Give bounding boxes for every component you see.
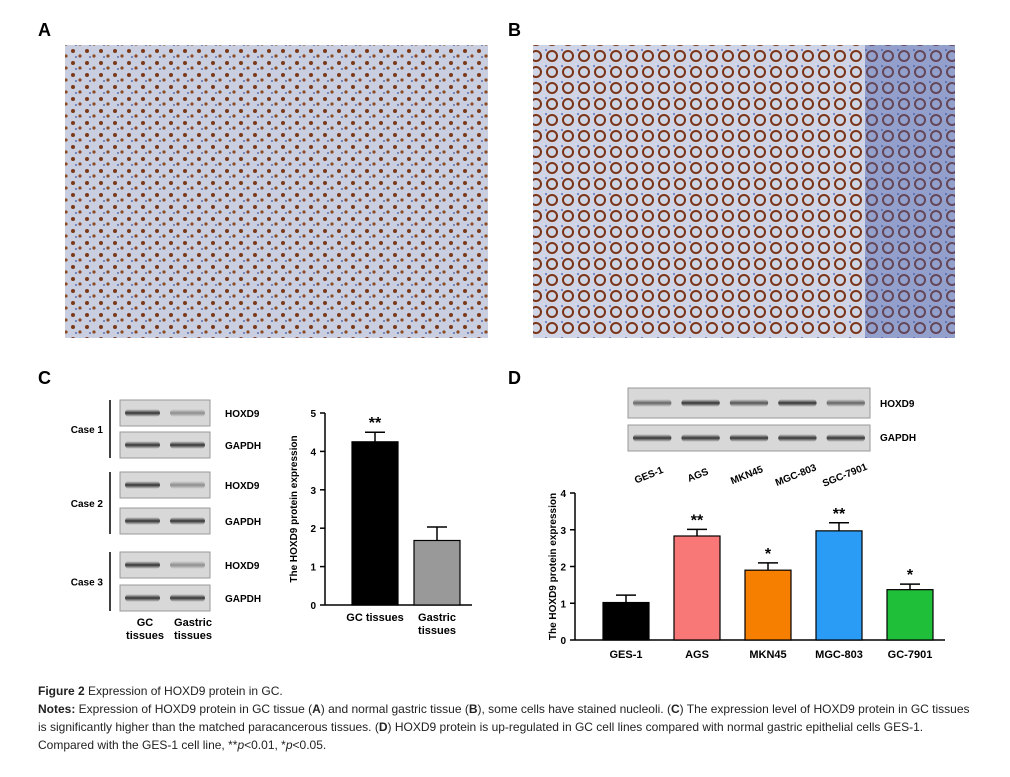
band-label: GAPDH [225,441,261,452]
lane-label: GES-1 [633,465,665,487]
blot-band [170,594,205,602]
band-label: HOXD9 [880,399,915,410]
significance: * [907,567,914,584]
blot-band [633,399,672,407]
y-tick-label: 3 [560,526,566,537]
lane-label: MGC-803 [774,462,819,489]
note: C [670,702,680,716]
note: <0.01, * [244,738,286,752]
x-tick-label: Gastric tissues [418,612,456,637]
note: ), some cells have stained nucleoli. ( [477,702,671,716]
bar [602,601,650,641]
y-tick-label: 4 [560,489,566,500]
bar [815,530,863,641]
significance: ** [691,512,704,529]
note: A [312,702,321,716]
lane-label: AGS [686,466,711,484]
blot-band [778,399,817,407]
case-label: Case 2 [71,499,104,510]
band-label: HOXD9 [225,481,260,492]
x-tick-label: GC tissues [346,612,404,624]
y-tick-label: 1 [310,563,316,574]
y-tick-label: 2 [560,563,566,574]
blot-band [125,441,160,449]
note: Notes: [38,702,76,716]
blot-band [170,409,205,417]
lane-label: SGC-7901 [821,462,869,490]
case-label: Case 3 [71,578,104,589]
note: B [468,702,478,716]
blot-band [826,434,865,442]
band-label: GAPDH [225,517,261,528]
blot-band [729,399,769,407]
band-label: GAPDH [225,594,261,605]
note: ) and normal gastric tissue ( [320,702,469,716]
bar [886,589,934,641]
blot-band [125,481,160,489]
figure-label: Figure 2 [38,684,85,698]
panel-label: A [38,20,51,40]
y-tick-label: 4 [310,447,316,458]
figure-graphics: A B C D Case 1 HOXD9 GAPDH Case 2 HOXD9 GAPDH… [38,20,955,647]
blot-band [125,594,160,602]
y-tick-label: 0 [310,601,316,612]
y-axis-label: The HOXD9 protein expression [289,435,300,582]
blot-band [170,561,205,569]
blot-band [681,434,720,442]
panel-label: C [38,368,51,388]
note: D [378,720,388,734]
x-tick-label: GC-7901 [887,649,933,661]
blot-band [826,399,865,407]
blot-band [125,517,160,525]
significance: ** [833,506,846,523]
micrograph-region [865,45,955,338]
y-tick-label: 2 [310,524,316,535]
blot-band [778,434,817,442]
lane-label: GC tissues [126,617,164,642]
x-tick-label: AGS [685,649,709,661]
y-tick-label: 0 [560,636,566,647]
micrograph [533,45,955,338]
bar [744,569,792,641]
x-tick-label: GES-1 [609,649,643,661]
lane-label: Gastric tissues [174,617,212,642]
caption-title: Expression of HOXD9 protein in GC. [84,684,283,698]
blot-band [729,434,769,442]
x-tick-label: MGC-803 [815,649,863,661]
blot-band [170,441,205,449]
band-label: HOXD9 [225,409,260,420]
band-label: GAPDH [880,433,916,444]
note: p [237,738,245,752]
caption: Figure 2 Expression of HOXD9 protein in … [38,682,973,754]
y-tick-label: 3 [310,486,316,497]
band-label: HOXD9 [225,561,260,572]
note: <0.05. [292,738,327,752]
y-axis-label: The HOXD9 protein expression [548,493,559,640]
blot-band [170,481,205,489]
bar [413,539,461,606]
note: Expression of HOXD9 protein in GC tissue… [75,702,313,716]
panel-label: D [508,368,521,388]
y-tick-label: 5 [310,409,316,420]
blot-band [681,399,720,407]
x-tick-label: MKN45 [749,649,787,661]
blot-band [125,561,160,569]
blot-band [170,517,205,525]
blot-band [125,409,160,417]
note: ) HOXD9 protein is up-regulated in GC ce… [38,720,924,752]
note: p [285,738,293,752]
micrograph [65,45,488,338]
bar [673,535,721,641]
case-label: Case 1 [71,425,104,436]
panel-label: B [508,20,521,40]
significance: ** [369,415,382,432]
significance: * [765,546,772,563]
lane-label: MKN45 [729,464,765,487]
blot-band [633,434,672,442]
bar [351,441,399,606]
y-tick-label: 1 [560,599,566,610]
note: ) The expression level of HOXD9 protein … [38,702,970,734]
